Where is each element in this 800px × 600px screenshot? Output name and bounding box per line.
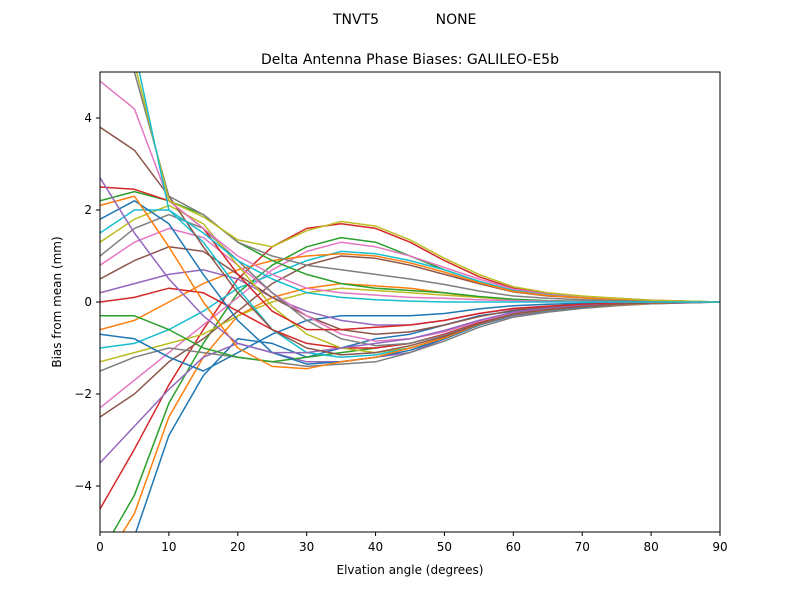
x-tick-label: 10 [161,540,176,554]
y-axis: −4 −2 0 2 4 [74,111,100,493]
x-tick-label: 70 [575,540,590,554]
x-tick-label: 90 [712,540,727,554]
y-tick-label: −2 [74,387,92,401]
series-line [100,252,720,331]
x-tick-label: 30 [299,540,314,554]
series-layer [100,72,720,532]
series-line [135,72,720,303]
series-line [122,282,720,532]
x-tick-label: 40 [368,540,383,554]
y-tick-label: 4 [84,111,92,125]
series-line [138,72,720,303]
series-line [100,301,720,372]
x-tick-label: 80 [643,540,658,554]
y-axis-label: Bias from mean (mm) [50,236,64,367]
suptitle-left: TNVT5 [332,12,379,28]
x-tick-label: 20 [230,540,245,554]
series-line [100,301,720,464]
x-axis: 0 10 20 30 40 50 60 70 80 90 [96,532,728,554]
series-line [133,72,720,303]
x-axis-label: Elvation angle (degrees) [337,563,484,577]
y-tick-label: −4 [74,479,92,493]
series-line [100,126,720,356]
x-tick-label: 60 [506,540,521,554]
series-line [100,80,720,303]
chart-title: Delta Antenna Phase Biases: GALILEO-E5b [261,52,559,68]
y-tick-label: 0 [84,295,92,309]
suptitle-right: NONE [436,12,477,28]
x-tick-label: 0 [96,540,104,554]
y-tick-label: 2 [84,203,92,217]
x-tick-label: 50 [437,540,452,554]
